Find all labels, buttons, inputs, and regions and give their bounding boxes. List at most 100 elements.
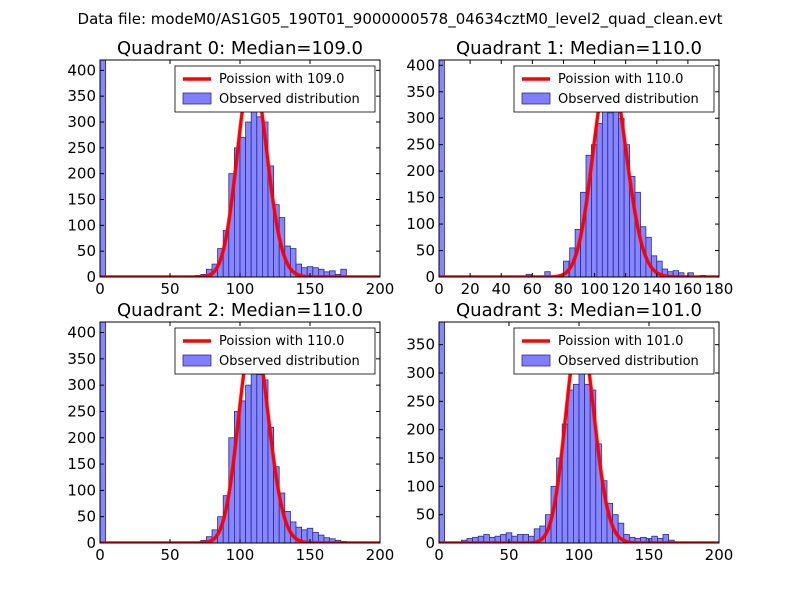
y-tick-label: 350 <box>67 350 96 368</box>
x-tick-label: 40 <box>492 280 511 298</box>
y-tick-label: 200 <box>67 165 96 183</box>
x-tick-label: 0 <box>95 280 105 298</box>
y-tick-label: 150 <box>67 455 96 473</box>
x-tick-label: 0 <box>434 280 444 298</box>
histogram-bar <box>239 400 246 543</box>
legend-label-poisson: Poission with 101.0 <box>558 334 683 349</box>
histogram-bar <box>239 137 246 277</box>
y-tick-label: 250 <box>406 136 435 154</box>
y-tick-label: 50 <box>416 242 435 260</box>
y-tick-label: 0 <box>86 534 96 552</box>
y-tick-label: 200 <box>406 162 435 180</box>
y-tick-label: 150 <box>406 449 435 467</box>
panel-title: Quadrant 3: Median=101.0 <box>456 300 702 321</box>
y-tick-label: 350 <box>67 87 96 105</box>
legend-patch-swatch <box>521 92 551 105</box>
x-tick-label: 50 <box>499 546 518 564</box>
y-tick-label: 400 <box>67 61 96 79</box>
y-tick-label: 0 <box>86 268 96 286</box>
legend-patch-swatch <box>182 354 212 367</box>
y-tick-label: 300 <box>406 109 435 127</box>
legend-label-observed: Observed distribution <box>558 354 699 369</box>
y-tick-label: 250 <box>67 402 96 420</box>
histogram-bar <box>439 322 445 543</box>
y-tick-label: 350 <box>406 336 435 354</box>
plot-area <box>100 60 380 277</box>
legend: Poission with 101.0 Observed distribution <box>513 327 715 375</box>
panel-quadrant-1: 0 20 40 60 80 100 120 140 160 1800501001502002503… <box>406 38 733 298</box>
x-tick-label: 120 <box>611 280 640 298</box>
x-tick-label: 200 <box>705 546 734 564</box>
y-tick-label: 350 <box>406 83 435 101</box>
y-tick-label: 250 <box>406 392 435 410</box>
x-tick-label: 50 <box>160 546 179 564</box>
histogram-bar <box>567 389 574 543</box>
legend-label-poisson: Poission with 109.0 <box>219 72 344 87</box>
legend-label-observed: Observed distribution <box>219 354 360 369</box>
legend-label-poisson: Poission with 110.0 <box>219 334 344 349</box>
x-tick-label: 100 <box>226 280 255 298</box>
x-tick-label: 200 <box>366 546 395 564</box>
panel-title: Quadrant 0: Median=109.0 <box>117 38 363 59</box>
y-tick-label: 100 <box>67 481 96 499</box>
x-tick-label: 180 <box>705 280 734 298</box>
histogram-bar <box>256 116 263 277</box>
y-tick-label: 100 <box>67 216 96 234</box>
histogram-bar <box>612 107 620 277</box>
y-tick-label: 300 <box>406 364 435 382</box>
poisson-curve <box>100 331 380 543</box>
y-tick-label: 200 <box>67 429 96 447</box>
panel-title: Quadrant 1: Median=110.0 <box>456 38 702 59</box>
histogram-bar <box>662 534 669 543</box>
histogram-bar <box>340 268 347 277</box>
x-tick-label: 60 <box>523 280 542 298</box>
y-tick-label: 400 <box>406 56 435 74</box>
histogram-bar <box>250 100 258 277</box>
x-tick-label: 100 <box>565 546 594 564</box>
x-tick-label: 0 <box>95 546 105 564</box>
legend: Poission with 109.0 Observed distribution <box>174 65 376 113</box>
x-tick-label: 20 <box>461 280 480 298</box>
panels: 0 50 100 150 200050100150200250300350400Quad… <box>67 38 733 564</box>
legend-label-poisson: Poission with 110.0 <box>558 72 683 87</box>
y-tick-label: 100 <box>406 215 435 233</box>
histogram-bar <box>596 123 603 277</box>
y-tick-label: 50 <box>77 508 96 526</box>
y-tick-label: 400 <box>67 324 96 342</box>
x-tick-label: 50 <box>160 280 179 298</box>
histogram-bar <box>607 112 614 277</box>
x-tick-label: 200 <box>366 280 395 298</box>
histogram-bar <box>584 383 591 543</box>
axes-frame <box>438 59 720 278</box>
histogram-bar <box>573 383 580 543</box>
legend-label-observed: Observed distribution <box>558 92 699 107</box>
x-tick-label: 150 <box>296 280 325 298</box>
histogram-bar <box>100 322 106 543</box>
panel-quadrant-3: 0 50 100 150 200 0 50 100 150 200 250 300 350 Quadran… <box>406 300 733 564</box>
y-tick-label: 150 <box>67 191 96 209</box>
histogram-bar <box>250 353 258 543</box>
histogram-bar <box>617 522 625 543</box>
x-tick-label: 80 <box>554 280 573 298</box>
y-tick-label: 250 <box>67 139 96 157</box>
x-tick-label: 100 <box>226 546 255 564</box>
histogram-bar <box>245 384 252 543</box>
legend-patch-swatch <box>521 354 551 367</box>
x-tick-label: 100 <box>580 280 609 298</box>
y-tick-label: 300 <box>67 113 96 131</box>
y-tick-label: 50 <box>77 242 96 260</box>
panel-quadrant-0: 0 50 100 150 200 0 50 100 150 200 250 300 350 400 Quad… <box>67 38 394 298</box>
panel-title: Quadrant 2: Median=110.0 <box>117 300 363 321</box>
x-tick-label: 150 <box>635 546 664 564</box>
y-tick-label: 200 <box>406 421 435 439</box>
x-tick-label: 150 <box>296 546 325 564</box>
legend-patch-swatch <box>182 92 212 105</box>
legend-label-observed: Observed distribution <box>219 92 360 107</box>
x-tick-label: 0 <box>434 546 444 564</box>
legend: Poission with 110.0 Observed distribution <box>513 65 715 113</box>
figure-suptitle: Data file: modeM0/AS1G05_190T01_90000005… <box>78 10 723 29</box>
histogram-bar <box>245 121 252 277</box>
poisson-curve <box>100 68 380 277</box>
y-tick-label: 50 <box>416 506 435 524</box>
